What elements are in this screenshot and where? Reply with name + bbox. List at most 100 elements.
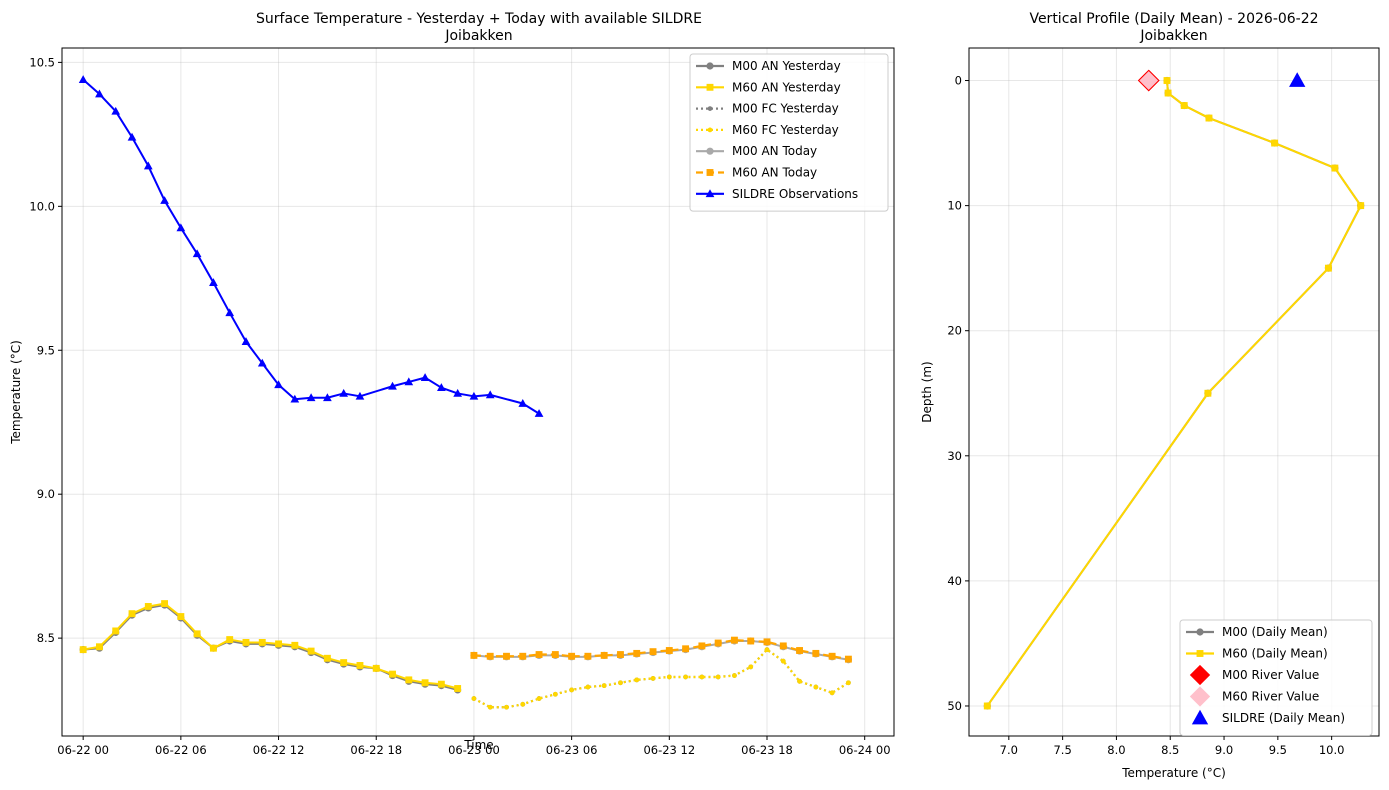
data-point <box>813 684 819 690</box>
x-axis-label: Time <box>463 738 493 752</box>
data-point <box>241 337 251 345</box>
data-point <box>797 678 802 684</box>
data-point <box>274 380 283 389</box>
data-point <box>536 696 542 701</box>
data-point <box>257 358 267 367</box>
data-point <box>600 651 608 659</box>
legend-marker <box>1196 628 1204 636</box>
data-point <box>193 630 201 638</box>
data-point <box>437 680 445 688</box>
data-point <box>192 249 202 258</box>
data-point <box>112 627 120 635</box>
legend-box <box>1179 619 1373 736</box>
y-axis-label: Depth (m) <box>920 361 934 422</box>
legend-marker <box>705 189 715 198</box>
data-point <box>503 652 510 660</box>
data-point <box>356 662 364 669</box>
series-line <box>473 648 849 709</box>
series-line <box>986 80 1362 707</box>
data-point <box>127 132 137 141</box>
data-point <box>307 647 315 655</box>
y-tick-label: 20 <box>947 324 962 338</box>
x-tick-label: 06-24 00 <box>839 743 891 757</box>
data-point <box>323 393 332 402</box>
data-point <box>829 690 835 696</box>
data-point <box>552 691 558 697</box>
vertical-profile-chart: Vertical Profile (Daily Mean) - 2026-06-… <box>920 11 1380 780</box>
series-layer <box>983 69 1365 710</box>
legend-label: SILDRE Observations <box>732 187 858 201</box>
series-m00-daily-mean <box>983 76 1365 710</box>
data-point <box>469 391 479 400</box>
data-point <box>585 684 591 690</box>
series-m60-daily-mean <box>983 77 1365 710</box>
data-point <box>520 701 526 707</box>
legend-entry-m60-fc-yesterday: M60 FC Yesterday <box>696 123 839 137</box>
y-tick-label: 0 <box>955 74 962 88</box>
y-tick-label: 9.0 <box>37 487 55 501</box>
data-point <box>242 639 250 646</box>
legend: M00 (Daily Mean) M60 (Daily Mean) M00 Rive… <box>1179 619 1373 736</box>
series-m60-an-today <box>470 636 852 663</box>
legend-entry-m00-river-value: M00 River Value <box>1189 664 1319 686</box>
data-point <box>291 641 299 649</box>
data-point <box>420 373 430 381</box>
data-point <box>779 642 787 650</box>
data-point <box>144 603 152 610</box>
ticks: 7.0 7.5 8.0 8.5 9.0 9.5 10.0 0 10 20 30 40 50 <box>947 74 1344 757</box>
legend-label: M60 (Daily Mean) <box>1222 647 1328 661</box>
data-point <box>1331 164 1339 172</box>
data-point <box>470 651 478 659</box>
legend: M00 AN Yesterday M60 AN Yesterday M00 FC Y… <box>689 53 889 212</box>
data-point <box>568 652 576 660</box>
point-sildre-daily-mean <box>1289 72 1306 87</box>
x-tick-label: 8.0 <box>1107 743 1125 757</box>
chart-subtitle: Joibakken <box>444 28 512 44</box>
data-point <box>828 652 836 660</box>
data-point <box>405 676 413 684</box>
legend-entry-sildre-observations: SILDRE Observations <box>696 187 858 201</box>
legend-label: M00 River Value <box>1222 668 1319 682</box>
data-point <box>569 687 575 693</box>
data-point <box>715 674 721 680</box>
series-sildre-observations <box>78 75 544 417</box>
series-line <box>473 648 849 709</box>
data-point <box>1324 264 1332 272</box>
x-tick-label: 06-23 06 <box>546 743 598 757</box>
legend-entry-m00-an-yesterday: M00 AN Yesterday <box>696 59 841 73</box>
data-point <box>1205 114 1213 122</box>
legend-marker <box>1189 686 1211 707</box>
data-point <box>421 679 429 687</box>
legend-label: M00 (Daily Mean) <box>1222 625 1328 639</box>
legend-label: M60 FC Yesterday <box>732 123 839 137</box>
series-line <box>986 80 1362 707</box>
data-point <box>846 680 851 686</box>
legend-label: M00 AN Today <box>732 144 817 158</box>
x-tick-label: 9.0 <box>1215 743 1233 757</box>
data-point <box>518 399 528 407</box>
data-point <box>1357 202 1365 210</box>
data-point <box>665 647 673 654</box>
legend-entry-sildre-daily-mean: SILDRE (Daily Mean) <box>1191 709 1345 725</box>
series-m00-an-yesterday <box>79 601 462 694</box>
ticks: 06-22 00 06-22 06 06-22 12 06-22 18 06-23 00… <box>29 55 890 757</box>
y-tick-label: 40 <box>947 574 962 588</box>
x-tick-label: 06-22 00 <box>57 743 109 757</box>
data-point <box>177 613 185 620</box>
legend-label: M00 FC Yesterday <box>732 102 839 116</box>
y-tick-label: 10 <box>947 199 962 213</box>
legend-entry-m60-an-yesterday: M60 AN Yesterday <box>696 80 841 94</box>
x-tick-label: 8.5 <box>1161 743 1179 757</box>
y-tick-label: 9.5 <box>37 343 55 357</box>
y-tick-label: 30 <box>947 449 962 463</box>
legend-entry-m00-daily-mean: M00 (Daily Mean) <box>1186 625 1328 639</box>
legend-label: M00 AN Yesterday <box>732 59 841 73</box>
data-point <box>617 651 624 658</box>
data-point <box>666 674 672 680</box>
x-tick-label: 06-22 06 <box>155 743 207 757</box>
data-point <box>633 649 641 657</box>
series-line <box>82 78 540 415</box>
data-point <box>764 647 770 653</box>
data-point <box>1271 139 1279 147</box>
